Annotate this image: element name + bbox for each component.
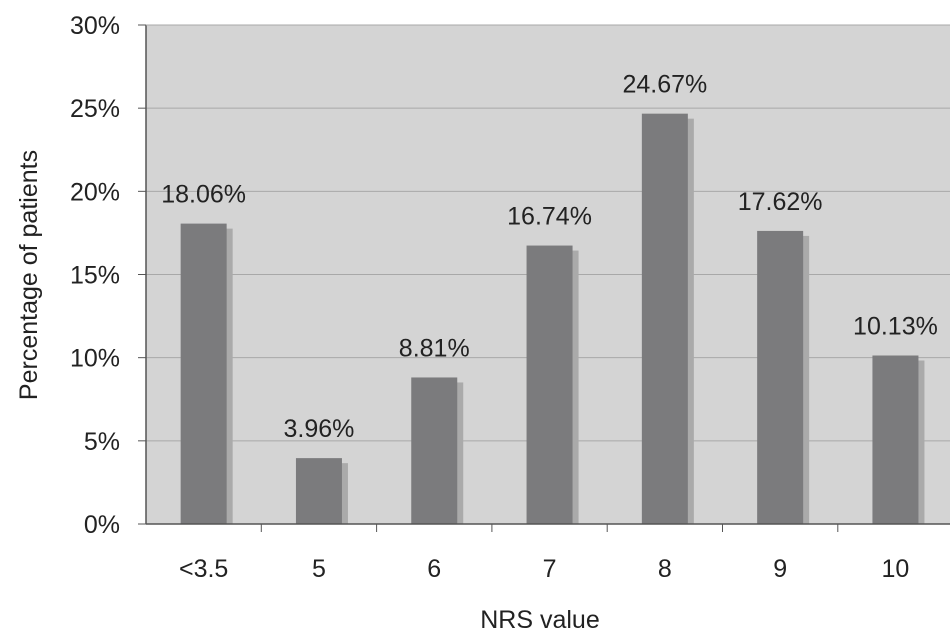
bar xyxy=(526,245,573,525)
data-label: 18.06% xyxy=(161,181,246,209)
bar xyxy=(872,355,919,524)
bar xyxy=(180,223,227,525)
data-label: 16.74% xyxy=(507,203,592,231)
y-tick-labels: 0% 5% 10% 15% 20% 25% 30% xyxy=(70,12,120,539)
y-tick-label: 30% xyxy=(70,12,120,40)
bar xyxy=(641,113,688,524)
y-tick-label: 25% xyxy=(70,95,120,123)
y-tick-label: 5% xyxy=(84,428,120,456)
data-label: 3.96% xyxy=(284,415,355,443)
data-label: 24.67% xyxy=(622,71,707,99)
y-tick-label: 0% xyxy=(84,511,120,539)
x-tick-label: 7 xyxy=(543,555,557,583)
bar xyxy=(411,377,458,524)
x-axis-title: NRS value xyxy=(480,606,600,634)
y-tick-label: 15% xyxy=(70,262,120,290)
data-labels: 18.06% 3.96% 8.81% 16.74% 24.67% 17.62% 10.13% xyxy=(161,71,938,443)
x-tick-label: 8 xyxy=(658,555,672,583)
data-label: 8.81% xyxy=(399,334,470,362)
y-axis-title: Percentage of patients xyxy=(15,150,43,400)
x-tick-label: 6 xyxy=(427,555,441,583)
y-tick-label: 10% xyxy=(70,345,120,373)
x-tick-label: 9 xyxy=(773,555,787,583)
bar xyxy=(295,458,342,524)
x-tick-label: <3.5 xyxy=(179,555,228,583)
data-label: 17.62% xyxy=(738,188,823,216)
bar xyxy=(757,230,804,525)
data-label: 10.13% xyxy=(853,313,938,341)
x-tick-label: 5 xyxy=(312,555,326,583)
x-tick-label: 10 xyxy=(882,555,910,583)
y-tick-label: 20% xyxy=(70,178,120,206)
x-tick-labels: <3.5 5 6 7 8 9 10 xyxy=(179,555,909,583)
axes xyxy=(138,24,950,532)
bars xyxy=(180,113,925,525)
